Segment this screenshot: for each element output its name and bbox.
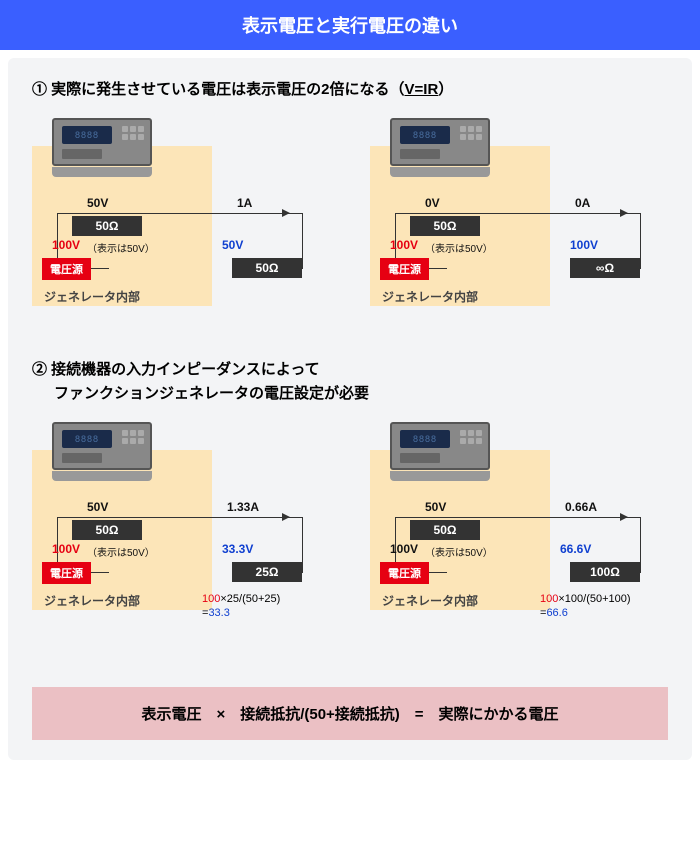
- internal-res: 50Ω: [72, 216, 142, 236]
- sec1-end: ）: [438, 81, 453, 98]
- out-v: 66.6V: [560, 542, 591, 556]
- current: 0A: [575, 196, 590, 210]
- current: 1A: [237, 196, 252, 210]
- load-res: 100Ω: [570, 562, 640, 582]
- page-title: 表示電圧と実行電圧の違い: [0, 0, 700, 50]
- drop-v: 0V: [425, 196, 440, 210]
- load-res: ∞Ω: [570, 258, 640, 278]
- sec1-text: ① 実際に発生させている電圧は表示電圧の2倍になる（: [32, 81, 405, 98]
- internal-res: 50Ω: [410, 520, 480, 540]
- calc: 100×100/(50+100) =66.6: [540, 592, 631, 621]
- device-icon: 8888: [390, 422, 490, 482]
- section2-heading: ② 接続機器の入力インピーダンスによって ファンクションジェネレータの電圧設定が…: [32, 358, 668, 406]
- out-v: 50V: [222, 238, 243, 252]
- sec2-l2: ファンクションジェネレータの電圧設定が必要: [32, 385, 369, 402]
- section1-heading: ① 実際に発生させている電圧は表示電圧の2倍になる（V=IR）: [32, 78, 668, 102]
- diagram-1: 8888 50V 1A 50Ω 100V （表示は50V） 50V 電圧源 50…: [32, 118, 330, 328]
- disp-note: （表示は50V）: [87, 544, 155, 559]
- current: 0.66A: [565, 500, 597, 514]
- load-res: 50Ω: [232, 258, 302, 278]
- sec1-formula: V=IR: [405, 81, 439, 98]
- row2: 8888 50V 1.33A 50Ω 100V （表示は50V） 33.3V 電…: [32, 422, 668, 657]
- src-v: 100V: [52, 542, 80, 556]
- wire: [302, 517, 303, 572]
- content-area: ① 実際に発生させている電圧は表示電圧の2倍になる（V=IR） 8888 50V…: [8, 58, 692, 760]
- calc: 100×25/(50+25) =33.3: [202, 592, 280, 621]
- diagram-2: 8888 0V 0A 50Ω 100V （表示は50V） 100V 電圧源 ∞Ω…: [370, 118, 668, 328]
- src-box: 電圧源: [380, 562, 429, 584]
- drop-v: 50V: [87, 500, 108, 514]
- gen-label: ジェネレータ内部: [44, 592, 140, 609]
- current: 1.33A: [227, 500, 259, 514]
- load-res: 25Ω: [232, 562, 302, 582]
- diagram-4: 8888 50V 0.66A 50Ω 100V （表示は50V） 66.6V 電…: [370, 422, 668, 657]
- wire: [302, 213, 303, 268]
- disp-note: （表示は50V）: [87, 240, 155, 255]
- sec2-l1: ② 接続機器の入力インピーダンスによって: [32, 361, 320, 378]
- device-icon: 8888: [52, 422, 152, 482]
- disp-note: （表示は50V）: [425, 544, 493, 559]
- internal-res: 50Ω: [72, 520, 142, 540]
- wire: [640, 517, 641, 572]
- src-box: 電圧源: [42, 562, 91, 584]
- device-icon: 8888: [390, 118, 490, 178]
- gen-label: ジェネレータ内部: [382, 288, 478, 305]
- src-v: 100V: [390, 542, 418, 556]
- internal-res: 50Ω: [410, 216, 480, 236]
- disp-note: （表示は50V）: [425, 240, 493, 255]
- src-box: 電圧源: [380, 258, 429, 280]
- src-v: 100V: [390, 238, 418, 252]
- gen-label: ジェネレータ内部: [44, 288, 140, 305]
- formula-summary: 表示電圧 × 接続抵抗/(50+接続抵抗) = 実際にかかる電圧: [32, 687, 668, 740]
- drop-v: 50V: [87, 196, 108, 210]
- device-icon: 8888: [52, 118, 152, 178]
- src-v: 100V: [52, 238, 80, 252]
- row1: 8888 50V 1A 50Ω 100V （表示は50V） 50V 電圧源 50…: [32, 118, 668, 328]
- gen-label: ジェネレータ内部: [382, 592, 478, 609]
- drop-v: 50V: [425, 500, 446, 514]
- out-v: 33.3V: [222, 542, 253, 556]
- wire: [640, 213, 641, 268]
- src-box: 電圧源: [42, 258, 91, 280]
- diagram-3: 8888 50V 1.33A 50Ω 100V （表示は50V） 33.3V 電…: [32, 422, 330, 657]
- out-v: 100V: [570, 238, 598, 252]
